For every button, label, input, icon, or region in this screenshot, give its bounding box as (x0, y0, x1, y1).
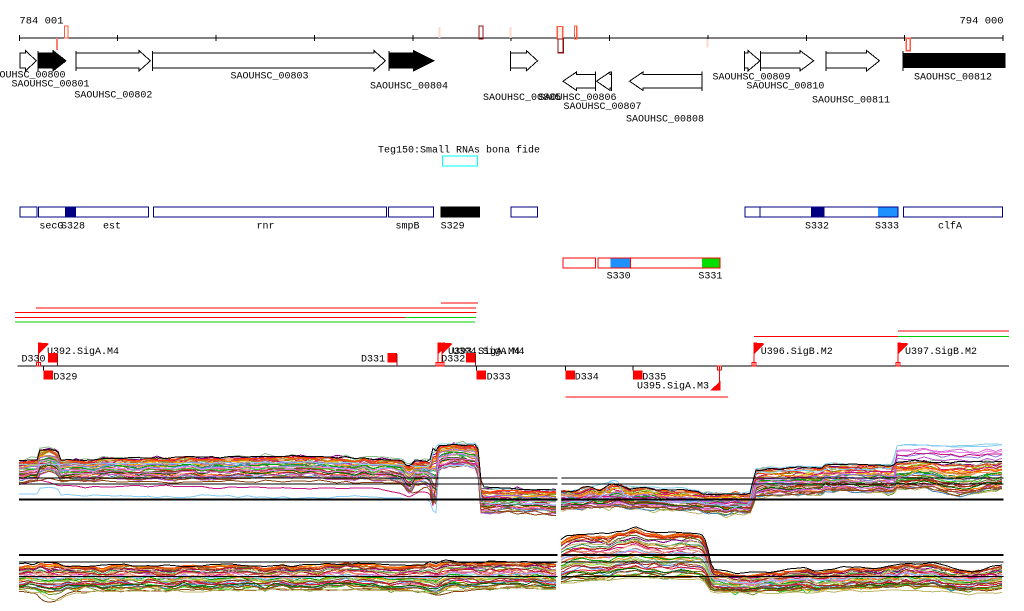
svg-text:S332: S332 (805, 221, 829, 232)
svg-text:S329: S329 (441, 221, 465, 232)
svg-text:SAOUHSC_00801: SAOUHSC_00801 (12, 80, 90, 91)
svg-text:784 001: 784 001 (19, 16, 63, 28)
svg-text:D332: D332 (441, 355, 465, 366)
svg-text:SAOUHSC_00812: SAOUHSC_00812 (914, 73, 992, 84)
svg-text:SAOUHSC_00804: SAOUHSC_00804 (370, 82, 448, 93)
svg-text:secG: secG (39, 221, 63, 232)
svg-text:SAOUHSC_00802: SAOUHSC_00802 (74, 91, 152, 102)
svg-text:SAOUHSC_00806: SAOUHSC_00806 (539, 93, 617, 104)
svg-text:SAOUHSC_00808: SAOUHSC_00808 (626, 115, 704, 126)
svg-text:U396.SigB.M2: U396.SigB.M2 (761, 346, 833, 358)
svg-text:SAOUHSC_00805: SAOUHSC_00805 (483, 93, 561, 104)
svg-text:U395.SigA.M3: U395.SigA.M3 (637, 381, 709, 393)
svg-text:794 000: 794 000 (960, 16, 1004, 28)
svg-text:S330: S330 (607, 271, 631, 282)
svg-text:S331: S331 (698, 271, 722, 282)
svg-text:smpB: smpB (396, 221, 420, 232)
svg-text:SAOUHSC_00809: SAOUHSC_00809 (713, 73, 791, 84)
svg-text:clfA: clfA (938, 220, 962, 232)
svg-text:S328: S328 (61, 221, 85, 232)
svg-text:D329: D329 (53, 372, 77, 383)
svg-text:U392.SigA.M4: U392.SigA.M4 (47, 346, 119, 358)
svg-text:D330: D330 (22, 355, 46, 366)
svg-text:SAOUHSC_00803: SAOUHSC_00803 (231, 72, 309, 83)
svg-text:rnr: rnr (257, 221, 275, 232)
svg-text:D335: D335 (642, 372, 666, 383)
svg-text:U397.SigB.M2: U397.SigB.M2 (905, 346, 977, 358)
svg-text:D331: D331 (361, 355, 385, 366)
svg-text:D334: D334 (575, 372, 599, 383)
svg-text:SAOUHSC_00807: SAOUHSC_00807 (564, 102, 642, 113)
svg-text:S333: S333 (875, 221, 899, 232)
svg-text:D333: D333 (487, 372, 511, 383)
svg-text:SAOUHSC_00800: SAOUHSC_00800 (0, 71, 66, 82)
svg-text:SAOUHSC_00810: SAOUHSC_00810 (746, 82, 824, 93)
svg-text:SAOUHSC_00811: SAOUHSC_00811 (812, 96, 890, 107)
svg-text:est: est (103, 221, 121, 232)
svg-text:U393.SigA.M4: U393.SigA.M4 (448, 346, 520, 358)
svg-text:Teg150:Small RNAs bona fide: Teg150:Small RNAs bona fide (378, 145, 540, 157)
